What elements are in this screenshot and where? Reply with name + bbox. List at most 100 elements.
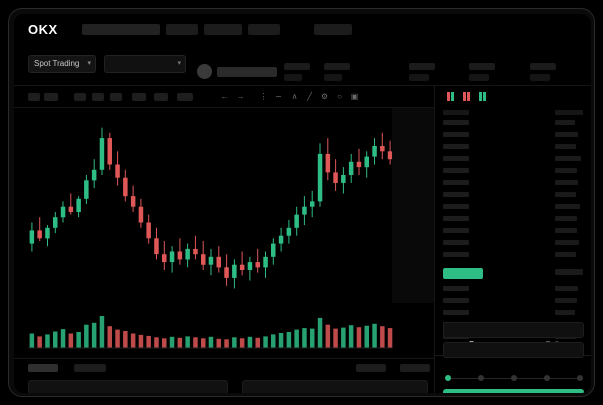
volume-histogram-svg [28, 316, 393, 349]
market-type-selector[interactable]: Spot Trading ▾ [28, 55, 96, 73]
slider-stop-50[interactable] [511, 375, 517, 381]
orderbook-ask-size [555, 216, 577, 221]
undo-icon[interactable]: ← [220, 92, 229, 101]
pair-selector[interactable]: ▾ [104, 55, 186, 73]
orderbook-asks-icon[interactable] [463, 92, 472, 101]
amount-field[interactable] [443, 342, 584, 358]
timeframe-4[interactable] [92, 93, 104, 101]
high-24h-sub [409, 74, 429, 81]
chart-toolbar: ← → ⋮ ∼ ∧ ╱ ⚙ ○ ▣ [14, 86, 434, 108]
nav-item-1[interactable] [166, 24, 198, 35]
orderbook-ask-size [555, 240, 579, 245]
slider-stop-0[interactable] [445, 375, 451, 381]
timeframe-1[interactable] [28, 93, 40, 101]
orderbook-ask-row[interactable] [443, 204, 469, 209]
alert-icon[interactable]: ○ [337, 92, 342, 101]
orderbook-ask-row[interactable] [443, 228, 469, 233]
price-field[interactable] [443, 322, 584, 338]
slider-stop-25[interactable] [478, 375, 484, 381]
slider-stop-100[interactable] [577, 375, 583, 381]
brush-icon[interactable]: ╱ [307, 92, 312, 101]
chevron-down-icon: ▾ [87, 60, 91, 67]
orderbook-last-price-alt [555, 269, 583, 275]
orderbook-ask-row[interactable] [443, 156, 469, 161]
last-price [284, 63, 310, 70]
orderbook-ask-row[interactable] [443, 252, 469, 257]
chevron-down-icon: ▾ [177, 60, 181, 67]
orderbook-ask-size [555, 252, 576, 257]
orderbook-bid-row[interactable] [443, 310, 469, 315]
chart-footer-item-2[interactable] [400, 364, 430, 372]
magnet-icon[interactable]: ∧ [291, 92, 298, 101]
timeframe-2[interactable] [44, 93, 58, 101]
orderbook-ask-row[interactable] [443, 144, 469, 149]
orderbook-last-price [443, 268, 483, 279]
orderbook-ask-size [555, 144, 576, 149]
timeframe-7[interactable] [154, 93, 168, 101]
orderbook-ask-row[interactable] [443, 216, 469, 221]
orderbook-ask-row[interactable] [443, 240, 469, 245]
slider-stop-75[interactable] [544, 375, 550, 381]
line-tool-icon[interactable]: ∼ [275, 92, 282, 101]
last-price-sub [284, 74, 302, 81]
low-24h-sub [469, 74, 489, 81]
volume-24h-sub [530, 74, 550, 81]
submit-buy-button[interactable] [443, 389, 584, 393]
bottom-panel-row [14, 378, 434, 393]
orderbook-header [435, 86, 591, 106]
orderbook-bid-size [555, 298, 577, 303]
timeframe-5[interactable] [110, 93, 122, 101]
orderbook-bid-size [555, 310, 575, 315]
orderbook-ask-size [555, 132, 578, 137]
price-chart[interactable] [14, 108, 434, 358]
chart-footer-item-1[interactable] [356, 364, 386, 372]
chart-tab-2[interactable] [74, 364, 106, 372]
orderbook-ask-size [555, 192, 576, 197]
orderbook-ask-size [555, 120, 575, 125]
timeframe-8[interactable] [177, 93, 193, 101]
orderbook-ask-size [555, 204, 580, 209]
pair-name-label [217, 67, 277, 77]
orderbook-both-icon[interactable] [447, 92, 456, 101]
device-frame: OKX Spot Trading ▾ ▾ [8, 8, 595, 397]
redo-icon[interactable]: → [236, 92, 245, 101]
volume-24h [530, 63, 556, 70]
indicator-icon[interactable]: ⋮ [259, 92, 268, 101]
timeframe-6[interactable] [132, 93, 146, 101]
top-navigation-bar: OKX [14, 14, 591, 44]
camera-icon[interactable]: ▣ [350, 92, 359, 101]
chart-footer-tabs [14, 358, 434, 376]
orderbook-bid-row[interactable] [443, 298, 469, 303]
orderbook-ask-row[interactable] [443, 132, 469, 137]
orderbook-bid-row[interactable] [443, 286, 469, 291]
orderbook-ask-size [555, 180, 578, 185]
orderbook-col-price [443, 110, 469, 115]
orderbook-bid-size [555, 286, 578, 291]
chart-tab-1[interactable] [28, 364, 58, 372]
change-24h [324, 63, 350, 70]
orderbook-bids-icon[interactable] [479, 92, 488, 101]
nav-item-3[interactable] [248, 24, 280, 35]
orderbook-ask-row[interactable] [443, 180, 469, 185]
orderbook-ask-row[interactable] [443, 192, 469, 197]
coin-avatar [197, 64, 212, 79]
orderbook-ask-size [555, 168, 577, 173]
candlestick-svg [29, 127, 393, 289]
orderbook-col-total [555, 110, 583, 115]
nav-item-2[interactable] [204, 24, 242, 35]
orderbook-ask-row[interactable] [443, 120, 469, 125]
settings-icon[interactable]: ⚙ [320, 92, 329, 101]
orderbook-ask-size [555, 156, 581, 161]
nav-item-4[interactable] [314, 24, 352, 35]
assets-panel[interactable] [242, 380, 428, 393]
high-24h [409, 63, 435, 70]
open-orders-panel[interactable] [28, 380, 228, 393]
app-window: OKX Spot Trading ▾ ▾ [14, 14, 591, 393]
orderbook-panel: Buy Sell [434, 86, 591, 393]
okx-logo[interactable]: OKX [28, 22, 58, 37]
timeframe-3[interactable] [74, 93, 86, 101]
nav-search[interactable] [82, 24, 160, 35]
low-24h [469, 63, 495, 70]
orderbook-ask-row[interactable] [443, 168, 469, 173]
